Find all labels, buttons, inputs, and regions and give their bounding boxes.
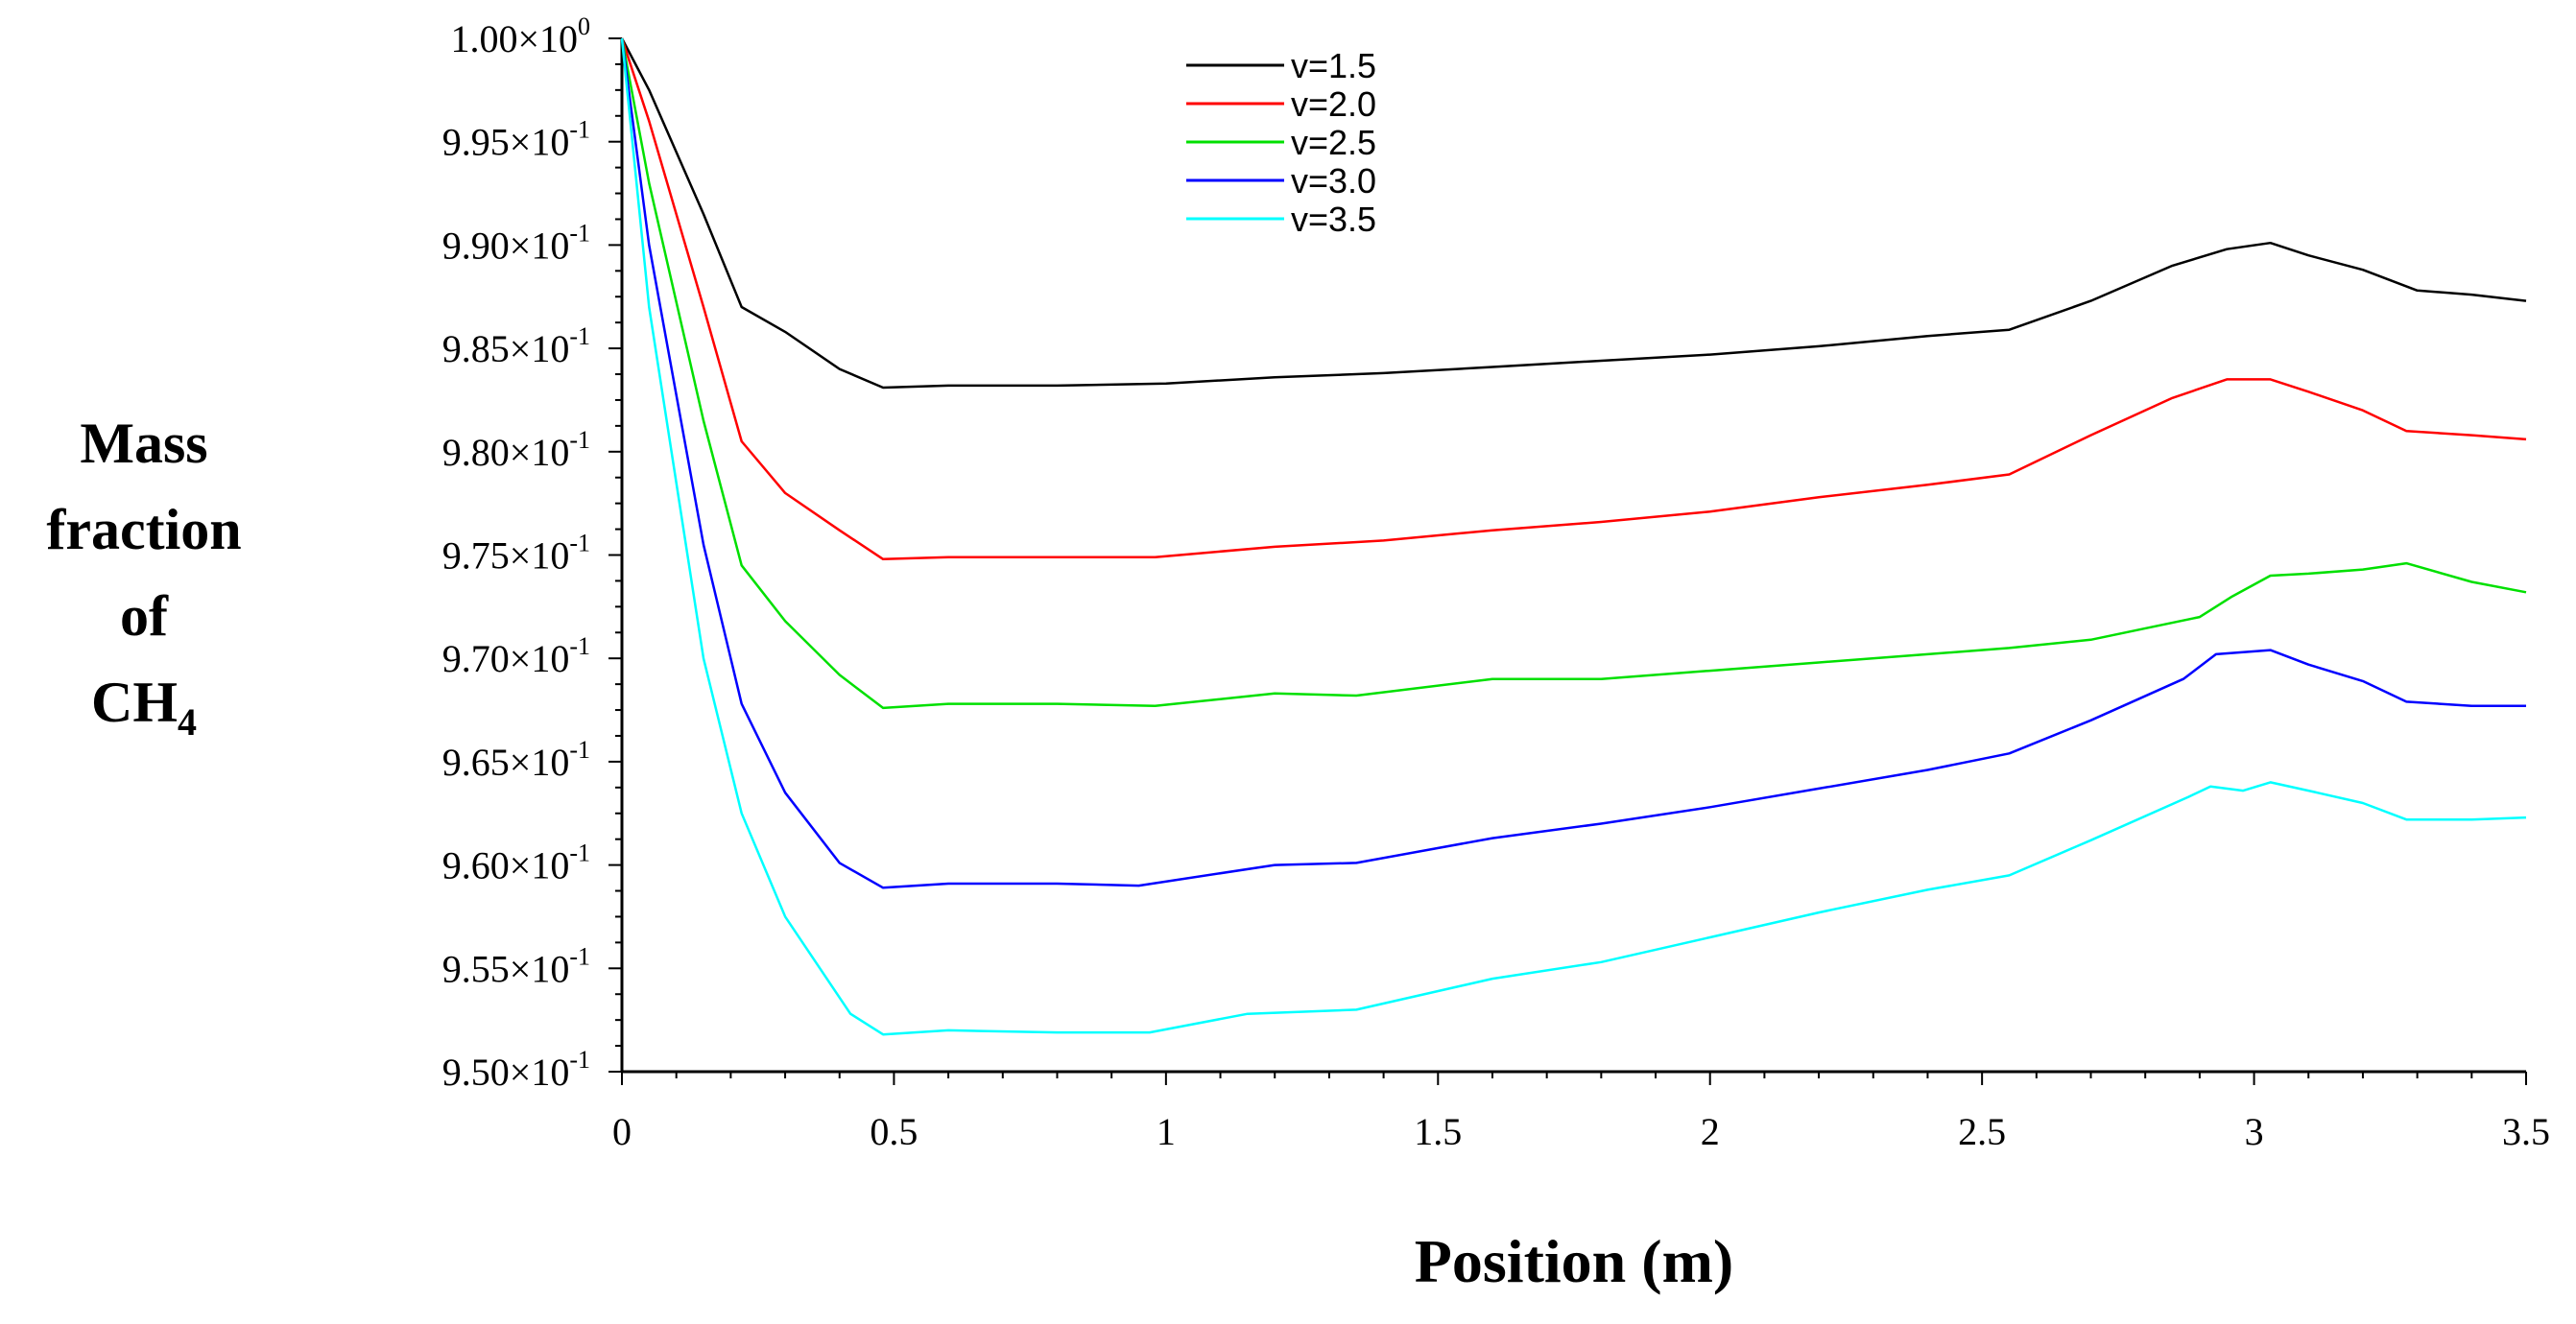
plot-frame [620,38,2526,1074]
x-tick-label: 1.5 [1414,1110,1462,1153]
y-tick-mantissa: 9.55×10 [442,947,570,990]
series-line-v-3-5 [620,37,2527,1036]
y-axis-title-species: CH4 [91,671,197,744]
y-axis-ticks: 1.00×1009.95×10-19.90×10-19.85×10-19.80×… [442,12,622,1094]
y-tick-mantissa: 9.90×10 [442,224,570,267]
legend-label: v=1.5 [1291,46,1376,85]
y-tick-mantissa: 9.75×10 [442,534,570,578]
y-tick-label: 9.65×10-1 [442,736,590,784]
y-axis-title-line: Mass [80,412,207,475]
x-tick-label: 2 [1701,1110,1720,1153]
y-axis-title-line: fraction [46,498,241,561]
y-tick-mantissa: 9.85×10 [442,327,570,370]
y-tick-mantissa: 9.50×10 [442,1051,570,1094]
y-tick-mantissa: 1.00×10 [450,17,578,60]
y-tick-exponent: -1 [569,942,590,970]
legend-label: v=3.0 [1291,161,1376,201]
y-tick-label: 9.60×10-1 [442,839,590,887]
series-line-v-2-5 [620,37,2527,710]
x-tick-label: 0.5 [870,1110,918,1153]
x-tick-label: 3.5 [2502,1110,2550,1153]
y-tick-label: 9.80×10-1 [442,426,590,474]
y-axis-title-subscript: 4 [178,700,197,744]
y-tick-mantissa: 9.70×10 [442,637,570,680]
y-axis-title-line: of [120,584,169,648]
y-tick-mantissa: 9.80×10 [442,431,570,474]
x-axis-title: Position (m) [1415,1227,1733,1295]
y-tick-exponent: -1 [569,116,590,144]
y-tick-exponent: 0 [578,12,590,40]
y-tick-label: 9.90×10-1 [442,219,590,267]
series-line-v-1-5 [620,37,2527,390]
series-line-v-2-0 [620,37,2527,561]
y-tick-mantissa: 9.60×10 [442,844,570,887]
y-tick-exponent: -1 [569,736,590,764]
y-tick-mantissa: 9.95×10 [442,121,570,164]
y-tick-label: 9.55×10-1 [442,942,590,990]
y-tick-exponent: -1 [569,322,590,350]
legend: v=1.5v=2.0v=2.5v=3.0v=3.5 [1186,46,1376,239]
series-line-v-3-0 [620,37,2526,889]
y-tick-exponent: -1 [569,426,590,454]
x-tick-label: 2.5 [1958,1110,2006,1153]
y-tick-exponent: -1 [569,530,590,557]
y-tick-label: 9.50×10-1 [442,1046,590,1094]
y-tick-label: 9.75×10-1 [442,530,590,578]
y-axis-title-ch: CH [91,671,178,734]
y-tick-label: 9.70×10-1 [442,632,590,680]
legend-label: v=2.5 [1291,123,1376,162]
series-lines [620,37,2527,1036]
x-tick-label: 3 [2245,1110,2264,1153]
y-axis-title: Mass fraction of CH4 [46,412,241,744]
x-tick-label: 0 [612,1110,632,1153]
legend-label: v=3.5 [1291,200,1376,239]
y-tick-mantissa: 9.65×10 [442,741,570,784]
y-tick-exponent: -1 [569,1046,590,1074]
x-axis-ticks: 0 0.5 1 1.5 2 2.5 3 3.5 [612,1072,2550,1153]
y-tick-label: 9.95×10-1 [442,116,590,164]
y-tick-exponent: -1 [569,219,590,247]
legend-label: v=2.0 [1291,84,1376,124]
y-tick-label: 9.85×10-1 [442,322,590,370]
y-tick-exponent: -1 [569,632,590,660]
x-tick-label: 1 [1157,1110,1176,1153]
y-tick-exponent: -1 [569,839,590,867]
y-tick-label: 1.00×100 [450,12,590,60]
